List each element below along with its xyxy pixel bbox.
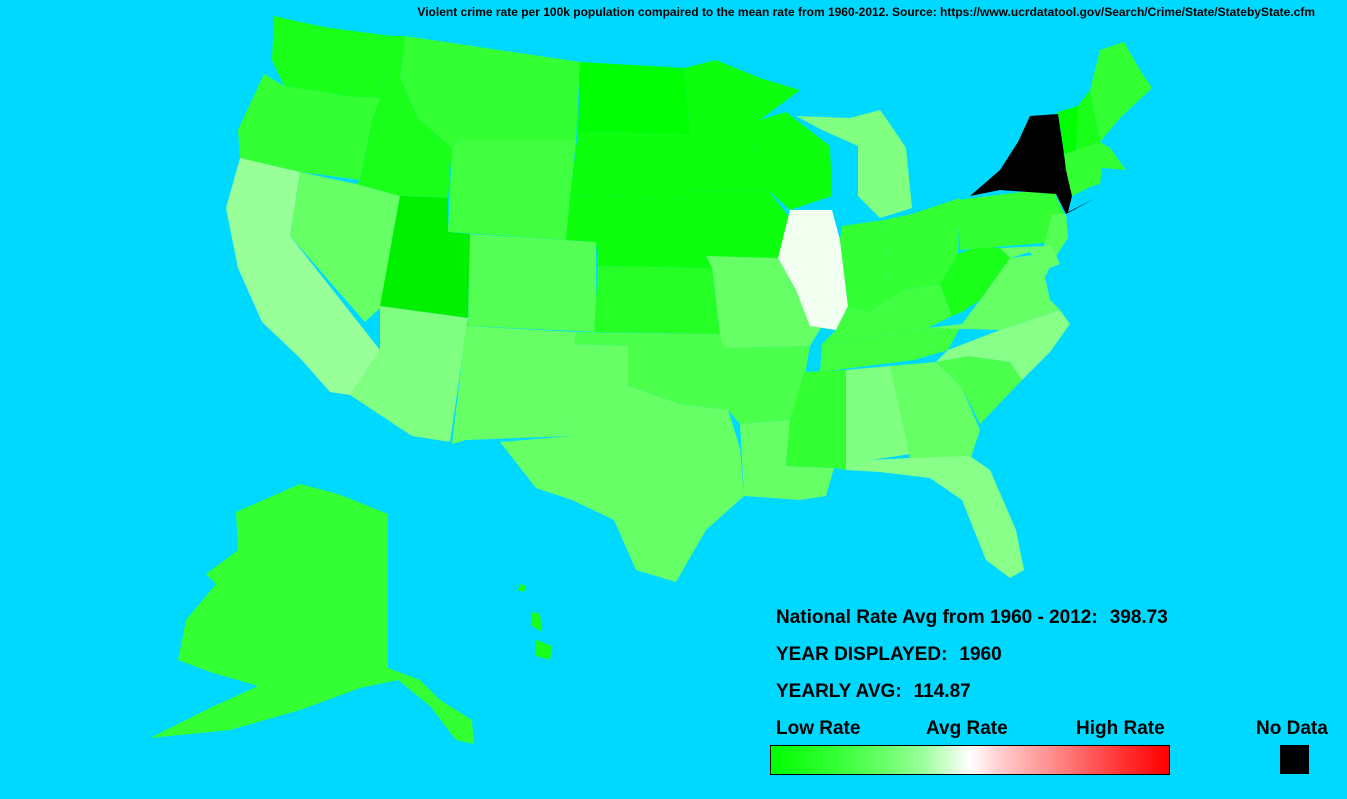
state-north-dakota[interactable] (578, 62, 690, 134)
state-michigan[interactable] (796, 110, 912, 218)
year-displayed-value: 1960 (959, 644, 1002, 665)
yearly-average-label: YEARLY AVG: (776, 681, 902, 702)
state-new-mexico[interactable] (452, 326, 576, 444)
state-california[interactable] (226, 158, 380, 395)
legend-high-label: High Rate (1076, 718, 1165, 739)
legend-color-scale (770, 745, 1170, 775)
state-idaho[interactable] (356, 36, 452, 198)
state-new-hampshire[interactable] (1076, 90, 1100, 152)
state-wisconsin[interactable] (752, 112, 832, 210)
state-arizona[interactable] (350, 306, 468, 442)
legend-nodata-label: No Data (1256, 718, 1328, 739)
map-caption: Violent crime rate per 100k population c… (417, 5, 1315, 19)
yearly-average-line: YEARLY AVG: 114.87 (776, 681, 971, 703)
legend-low-label: Low Rate (776, 718, 861, 739)
state-wyoming[interactable] (448, 140, 576, 240)
state-rhode-island[interactable] (1092, 168, 1102, 186)
legend-avg-label: Avg Rate (926, 718, 1008, 739)
state-florida[interactable] (846, 456, 1024, 578)
state-iowa[interactable] (692, 190, 790, 258)
state-illinois[interactable] (778, 210, 848, 330)
state-oklahoma[interactable] (574, 332, 728, 410)
year-displayed-line: YEAR DISPLAYED: 1960 (776, 644, 1002, 666)
state-washington[interactable] (272, 16, 392, 98)
state-mississippi[interactable] (786, 370, 846, 470)
state-louisiana[interactable] (740, 420, 834, 500)
state-georgia[interactable] (890, 362, 980, 460)
state-virginia[interactable] (928, 254, 1060, 330)
state-nebraska[interactable] (566, 196, 712, 268)
state-missouri[interactable] (706, 256, 822, 348)
state-hawaii[interactable] (518, 584, 552, 660)
state-north-carolina[interactable] (936, 310, 1070, 380)
state-maryland[interactable] (1000, 246, 1052, 276)
state-pennsylvania[interactable] (958, 188, 1064, 250)
state-colorado[interactable] (468, 234, 596, 332)
state-minnesota[interactable] (684, 60, 800, 192)
state-ohio[interactable] (884, 198, 960, 298)
state-tennessee[interactable] (820, 324, 962, 372)
year-displayed-label: YEAR DISPLAYED: (776, 644, 948, 665)
state-connecticut[interactable] (1066, 168, 1092, 196)
state-south-dakota[interactable] (570, 132, 694, 198)
state-vermont[interactable] (1058, 106, 1078, 154)
state-indiana[interactable] (840, 220, 890, 312)
state-texas[interactable] (500, 344, 744, 582)
yearly-average-value: 114.87 (913, 681, 971, 702)
state-montana[interactable] (400, 36, 580, 148)
state-alaska[interactable] (150, 484, 474, 744)
national-average-value: 398.73 (1109, 607, 1168, 628)
state-maine[interactable] (1090, 42, 1152, 142)
state-utah[interactable] (380, 196, 470, 318)
state-kentucky[interactable] (822, 284, 952, 344)
state-kansas[interactable] (594, 266, 720, 334)
state-west-virginia[interactable] (940, 246, 1010, 316)
state-nevada[interactable] (290, 172, 400, 322)
state-oregon[interactable] (238, 74, 380, 180)
state-arkansas[interactable] (724, 346, 810, 424)
legend-nodata-swatch (1280, 745, 1309, 774)
national-average-line: National Rate Avg from 1960 - 2012: 398.7… (776, 607, 1168, 629)
national-average-label: National Rate Avg from 1960 - 2012: (776, 607, 1098, 628)
state-new-york[interactable] (970, 114, 1096, 214)
state-delaware[interactable] (1044, 246, 1060, 268)
state-south-carolina[interactable] (936, 356, 1022, 424)
state-massachusetts[interactable] (1064, 142, 1126, 170)
state-alabama[interactable] (846, 366, 910, 470)
